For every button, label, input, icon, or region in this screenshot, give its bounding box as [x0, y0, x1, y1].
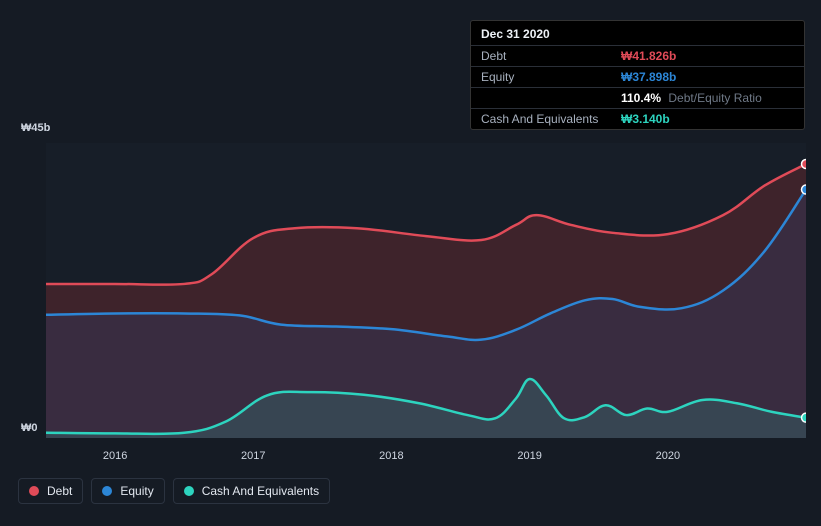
- tooltip-value: ₩37.898b: [621, 70, 676, 84]
- series-endpoint-debt: [802, 159, 807, 168]
- y-axis-label-min: ₩0: [21, 422, 38, 434]
- legend-swatch-icon: [102, 486, 112, 496]
- chart-tooltip: Dec 31 2020 Debt ₩41.826b Equity ₩37.898…: [470, 20, 805, 130]
- tooltip-value: ₩41.826b: [621, 49, 676, 63]
- series-endpoint-cash: [802, 413, 807, 422]
- x-tick-label: 2019: [517, 450, 541, 462]
- legend-swatch-icon: [184, 486, 194, 496]
- legend-item-debt[interactable]: Debt: [18, 478, 83, 504]
- tooltip-row: Equity ₩37.898b: [471, 66, 804, 87]
- legend-label: Cash And Equivalents: [202, 484, 319, 498]
- x-tick-label: 2018: [379, 450, 403, 462]
- x-axis-labels: 2016 2017 2018 2019 2020: [46, 450, 806, 466]
- tooltip-date: Dec 31 2020: [471, 21, 804, 45]
- x-tick-label: 2017: [241, 450, 265, 462]
- tooltip-label: Cash And Equivalents: [481, 112, 621, 126]
- legend-item-cash[interactable]: Cash And Equivalents: [173, 478, 330, 504]
- legend-label: Debt: [47, 484, 72, 498]
- tooltip-value: 110.4%: [621, 91, 661, 105]
- y-axis-label-max: ₩45b: [21, 122, 50, 134]
- tooltip-row: Cash And Equivalents ₩3.140b: [471, 108, 804, 129]
- tooltip-label: Debt: [481, 49, 621, 63]
- x-tick-label: 2020: [656, 450, 680, 462]
- chart-legend: Debt Equity Cash And Equivalents: [18, 478, 330, 504]
- series-endpoint-equity: [802, 185, 807, 194]
- tooltip-extra: Debt/Equity Ratio: [668, 91, 761, 105]
- tooltip-label: [481, 91, 621, 105]
- tooltip-row: Debt ₩41.826b: [471, 45, 804, 66]
- tooltip-row: 110.4% Debt/Equity Ratio: [471, 87, 804, 108]
- x-tick-label: 2016: [103, 450, 127, 462]
- tooltip-value: ₩3.140b: [621, 112, 670, 126]
- legend-label: Equity: [120, 484, 153, 498]
- area-chart[interactable]: [46, 143, 806, 438]
- tooltip-label: Equity: [481, 70, 621, 84]
- legend-swatch-icon: [29, 486, 39, 496]
- legend-item-equity[interactable]: Equity: [91, 478, 164, 504]
